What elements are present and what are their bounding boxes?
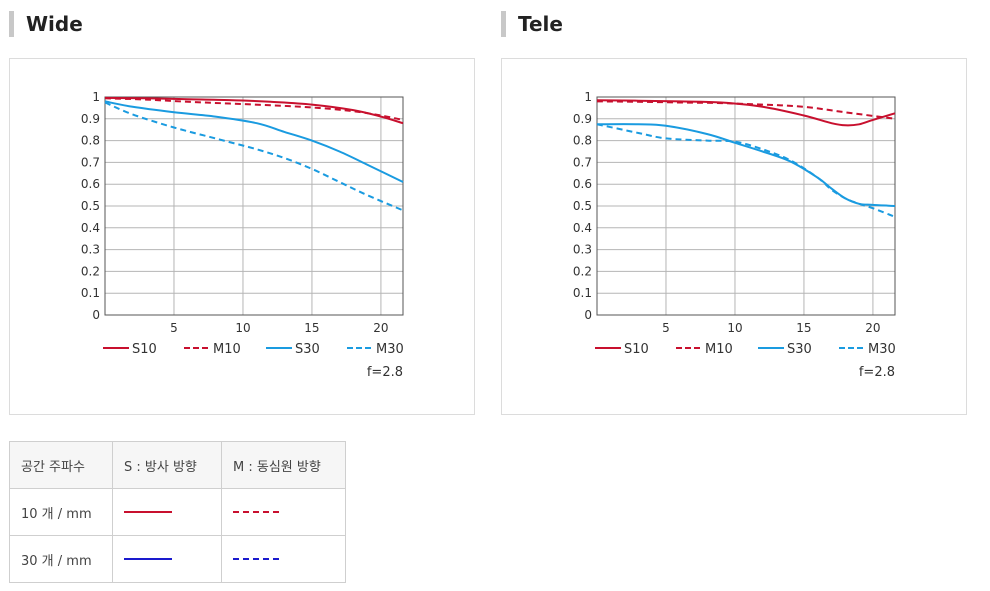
y-tick-label: 0.3	[573, 243, 592, 257]
s30-line-swatch	[124, 558, 172, 560]
y-tick-label: 0.5	[573, 199, 592, 213]
x-tick-label: 5	[662, 321, 670, 335]
series-line-s10	[104, 96, 404, 125]
series-line-m30	[596, 123, 896, 218]
series-line-m30	[104, 101, 404, 212]
x-tick-label: 20	[373, 321, 388, 335]
y-tick-label: 0.7	[81, 155, 100, 169]
y-tick-label: 0.7	[573, 155, 592, 169]
s10-line-swatch	[124, 511, 172, 513]
spatial-frequency-legend-table: 공간 주파수 S : 방사 방향 M : 동심원 방향 10 개 / mm 30…	[9, 441, 346, 583]
header-spatial-frequency: 공간 주파수	[9, 441, 113, 489]
series-line-s30	[104, 100, 404, 183]
header-sagittal: S : 방사 방향	[112, 441, 222, 489]
title-accent-bar	[9, 11, 14, 37]
legend-label-m30: M30	[868, 342, 896, 357]
legend-row-10: 10 개 / mm	[9, 488, 346, 536]
series-line-s30	[596, 123, 896, 207]
legend-label-s10: S10	[132, 342, 157, 357]
y-tick-label: 1	[584, 90, 592, 104]
legend-label-m10: M10	[705, 342, 733, 357]
tele-title-text: Tele	[518, 12, 563, 36]
y-tick-label: 0.1	[573, 286, 592, 300]
x-tick-label: 15	[796, 321, 811, 335]
legend-label-m30: M30	[376, 342, 404, 357]
y-tick-label: 0.6	[573, 177, 592, 191]
legend-row-30: 30 개 / mm	[9, 535, 346, 583]
aperture-annotation: f=2.8	[367, 365, 403, 380]
y-tick-label: 1	[92, 90, 100, 104]
y-tick-label: 0.5	[81, 199, 100, 213]
x-tick-label: 20	[865, 321, 880, 335]
y-tick-label: 0.9	[81, 112, 100, 126]
aperture-annotation: f=2.8	[859, 365, 895, 380]
y-tick-label: 0.3	[81, 243, 100, 257]
wide-chart-panel: 0 0.1 0.2 0.3 0.4 0.5 0.6 0.7 0.8 0.9 1 5 10 15 20 S10 M…	[9, 58, 475, 415]
y-tick-label: 0.8	[573, 134, 592, 148]
y-tick-label: 0	[584, 308, 592, 322]
x-tick-label: 10	[727, 321, 742, 335]
y-tick-label: 0.8	[81, 134, 100, 148]
wide-title-text: Wide	[26, 12, 83, 36]
series-line-m10	[596, 100, 896, 120]
m30-line-swatch	[233, 558, 279, 560]
legend-label-m10: M10	[213, 342, 241, 357]
plot-area-border	[104, 96, 404, 316]
x-tick-label: 10	[235, 321, 250, 335]
swatch-cell-m30	[221, 535, 346, 583]
y-tick-label: 0.4	[573, 221, 592, 235]
row-label-10: 10 개 / mm	[9, 488, 113, 536]
tele-chart-panel: 0 0.1 0.2 0.3 0.4 0.5 0.6 0.7 0.8 0.9 1 5 10 15 20 S10 M…	[501, 58, 967, 415]
swatch-cell-s10	[112, 488, 222, 536]
swatch-cell-s30	[112, 535, 222, 583]
y-tick-label: 0	[92, 308, 100, 322]
legend-label-s30: S30	[295, 342, 320, 357]
wide-section-title: Wide	[9, 10, 83, 38]
y-tick-label: 0.6	[81, 177, 100, 191]
x-tick-label: 5	[170, 321, 178, 335]
legend-label-s10: S10	[624, 342, 649, 357]
series-line-m10	[104, 97, 404, 121]
y-tick-label: 0.4	[81, 221, 100, 235]
legend-table-header-row: 공간 주파수 S : 방사 방향 M : 동심원 방향	[9, 441, 346, 489]
row-label-30: 30 개 / mm	[9, 535, 113, 583]
swatch-cell-m10	[221, 488, 346, 536]
y-tick-label: 0.2	[573, 264, 592, 278]
title-accent-bar	[501, 11, 506, 37]
m10-line-swatch	[233, 511, 279, 513]
y-tick-label: 0.1	[81, 286, 100, 300]
tele-section-title: Tele	[501, 10, 563, 38]
y-tick-label: 0.2	[81, 264, 100, 278]
header-meridional: M : 동심원 방향	[221, 441, 346, 489]
series-line-s10	[596, 99, 896, 127]
y-tick-label: 0.9	[573, 112, 592, 126]
legend-label-s30: S30	[787, 342, 812, 357]
x-tick-label: 15	[304, 321, 319, 335]
